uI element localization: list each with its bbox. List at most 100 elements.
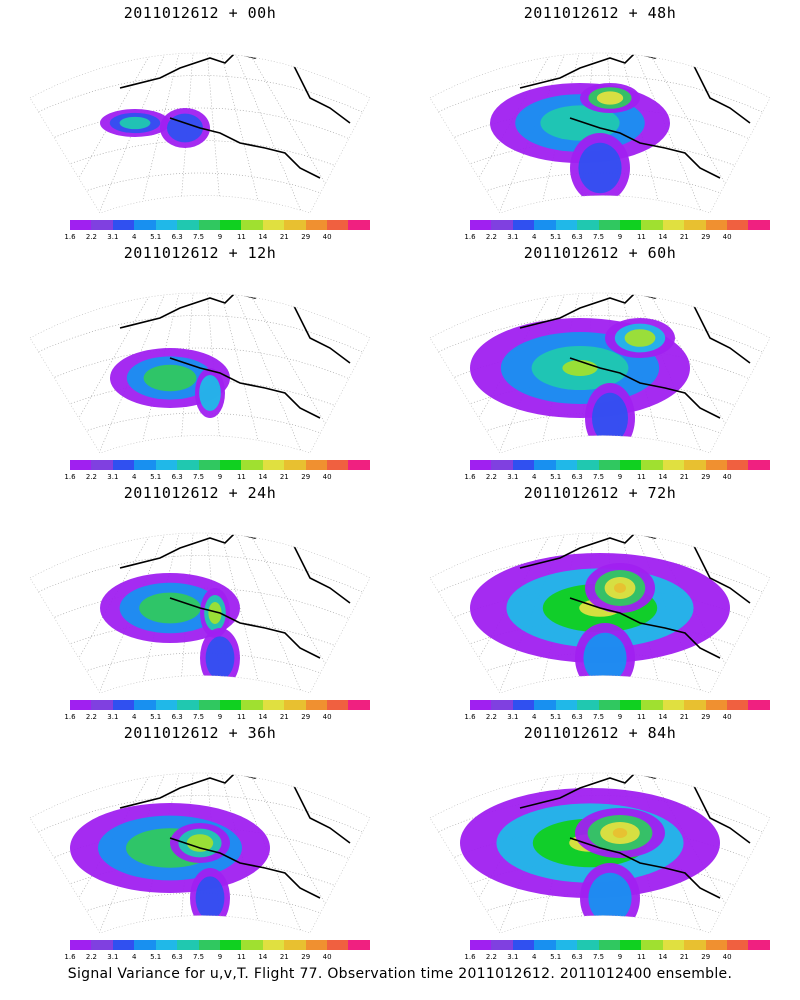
colorbar-tick-label: 3.1	[107, 713, 119, 721]
colorbar-tick-label: 11	[636, 953, 646, 961]
colorbar-tick-label: 9	[617, 473, 623, 481]
colorbar-tick-label: 40	[722, 233, 732, 241]
colorbar-segment	[327, 700, 349, 710]
map-icon	[429, 292, 771, 454]
colorbar-tick-label: 2.2	[485, 233, 497, 241]
map-icon	[29, 292, 371, 454]
colorbar-tick-label: 6.3	[571, 953, 583, 961]
colorbar-segment	[470, 940, 492, 950]
colorbar-segment	[219, 940, 242, 950]
colorbar-segment	[705, 700, 728, 710]
colorbar-segment	[241, 700, 263, 710]
colorbar-segment	[470, 700, 492, 710]
colorbar-segment	[348, 220, 370, 230]
colorbar-segment	[327, 940, 349, 950]
colorbar-segment	[262, 700, 285, 710]
colorbar-segment	[70, 460, 92, 470]
colorbar-segment	[684, 220, 706, 230]
colorbar-segment	[577, 940, 599, 950]
forecast-panel: 2011012612 + 12h 1.6 2.2 3.1 4 5.1 6.3 7.5 9 11 14…	[10, 240, 390, 481]
colorbar-tick-label: 7.5	[192, 473, 205, 481]
colorbar	[70, 940, 370, 950]
colorbar-tick-label: 4	[532, 953, 537, 961]
colorbar-segment	[112, 220, 135, 230]
colorbar-tick-label: 21	[279, 233, 289, 241]
colorbar-segment	[198, 700, 220, 710]
colorbar-segment	[641, 460, 663, 470]
colorbar-tick-label: 5.1	[150, 233, 162, 241]
colorbar	[70, 700, 370, 710]
colorbar-segment	[727, 220, 749, 230]
colorbar-tick-label: 40	[722, 473, 732, 481]
panel-title: 2011012612 + 84h	[523, 724, 677, 742]
colorbar-tick-label: 40	[722, 953, 732, 961]
colorbar-tick-label: 21	[679, 473, 689, 481]
colorbar-tick-label: 40	[322, 953, 332, 961]
colorbar-segment	[684, 460, 706, 470]
forecast-panel: 2011012612 + 84h 1.6 2.2 3.1 4 5.1 6.3 7.5 9 11 14…	[410, 720, 790, 963]
colorbar-segment	[327, 220, 349, 230]
colorbar-segment	[512, 940, 535, 950]
colorbar-ticks: 1.6 2.2 3.1 4 5.1 6.3 7.5 9 11 14 21 29 40	[64, 713, 375, 723]
colorbar-segment	[598, 460, 620, 470]
colorbar-tick-label: 7.5	[192, 953, 205, 961]
colorbar-tick-label: 14	[658, 953, 668, 961]
colorbar-tick-label: 3.1	[507, 233, 519, 241]
colorbar-tick-label: 4	[132, 233, 137, 241]
colorbar-segment	[241, 940, 263, 950]
colorbar-tick-label: 1.6	[464, 233, 476, 241]
colorbar-segment	[241, 460, 263, 470]
panel-title: 2011012612 + 12h	[123, 244, 277, 262]
colorbar-tick-label: 1.6	[464, 953, 476, 961]
colorbar-segment	[641, 220, 663, 230]
colorbar-segment	[198, 220, 220, 230]
colorbar-tick-label: 40	[722, 713, 732, 721]
colorbar-tick-label: 29	[701, 233, 711, 241]
colorbar-tick-label: 6.3	[571, 233, 583, 241]
colorbar-tick-label: 4	[132, 473, 137, 481]
colorbar-tick-label: 21	[279, 953, 289, 961]
colorbar-segment	[727, 940, 749, 950]
colorbar-segment	[470, 460, 492, 470]
colorbar-segment	[327, 460, 349, 470]
colorbar-tick-label: 1.6	[64, 953, 76, 961]
panel-title: 2011012612 + 60h	[523, 244, 677, 262]
colorbar-tick-label: 29	[301, 953, 311, 961]
colorbar-ticks: 1.6 2.2 3.1 4 5.1 6.3 7.5 9 11 14 21 29 40	[64, 953, 375, 963]
colorbar-segment	[155, 220, 178, 230]
colorbar-segment	[284, 700, 306, 710]
colorbar-ticks: 1.6 2.2 3.1 4 5.1 6.3 7.5 9 11 14 21 29 40	[464, 233, 775, 243]
colorbar-segment	[555, 940, 578, 950]
colorbar-segment	[348, 940, 370, 950]
colorbar	[470, 220, 770, 230]
colorbar-segment	[112, 460, 135, 470]
colorbar-segment	[91, 700, 113, 710]
map-icon	[29, 772, 371, 934]
colorbar-tick-label: 9	[217, 473, 223, 481]
colorbar-segment	[284, 940, 306, 950]
colorbar-tick-label: 5.1	[550, 473, 562, 481]
colorbar-segment	[598, 700, 620, 710]
colorbar-segment	[348, 700, 370, 710]
colorbar-segment	[619, 460, 642, 470]
map-icon	[429, 52, 771, 214]
colorbar-ticks: 1.6 2.2 3.1 4 5.1 6.3 7.5 9 11 14 21 29 40	[464, 953, 775, 963]
colorbar-tick-label: 29	[301, 713, 311, 721]
colorbar-segment	[305, 220, 328, 230]
colorbar-tick-label: 11	[236, 473, 246, 481]
colorbar-tick-label: 4	[532, 233, 537, 241]
colorbar-tick-label: 2.2	[85, 953, 97, 961]
colorbar-segment	[619, 940, 642, 950]
colorbar-segment	[112, 940, 135, 950]
colorbar-segment	[662, 940, 685, 950]
colorbar-tick-label: 14	[658, 473, 668, 481]
colorbar-tick-label: 11	[236, 953, 246, 961]
colorbar-segment	[491, 220, 513, 230]
colorbar-ticks: 1.6 2.2 3.1 4 5.1 6.3 7.5 9 11 14 21 29 40	[64, 233, 375, 243]
forecast-panel: 2011012612 + 36h 1.6 2.2 3.1 4 5.1 6.3 7.5 9 11 14…	[10, 720, 390, 963]
colorbar	[70, 460, 370, 470]
colorbar-tick-label: 1.6	[64, 233, 76, 241]
map-icon	[29, 52, 371, 214]
colorbar-segment	[748, 700, 770, 710]
colorbar-segment	[177, 220, 199, 230]
